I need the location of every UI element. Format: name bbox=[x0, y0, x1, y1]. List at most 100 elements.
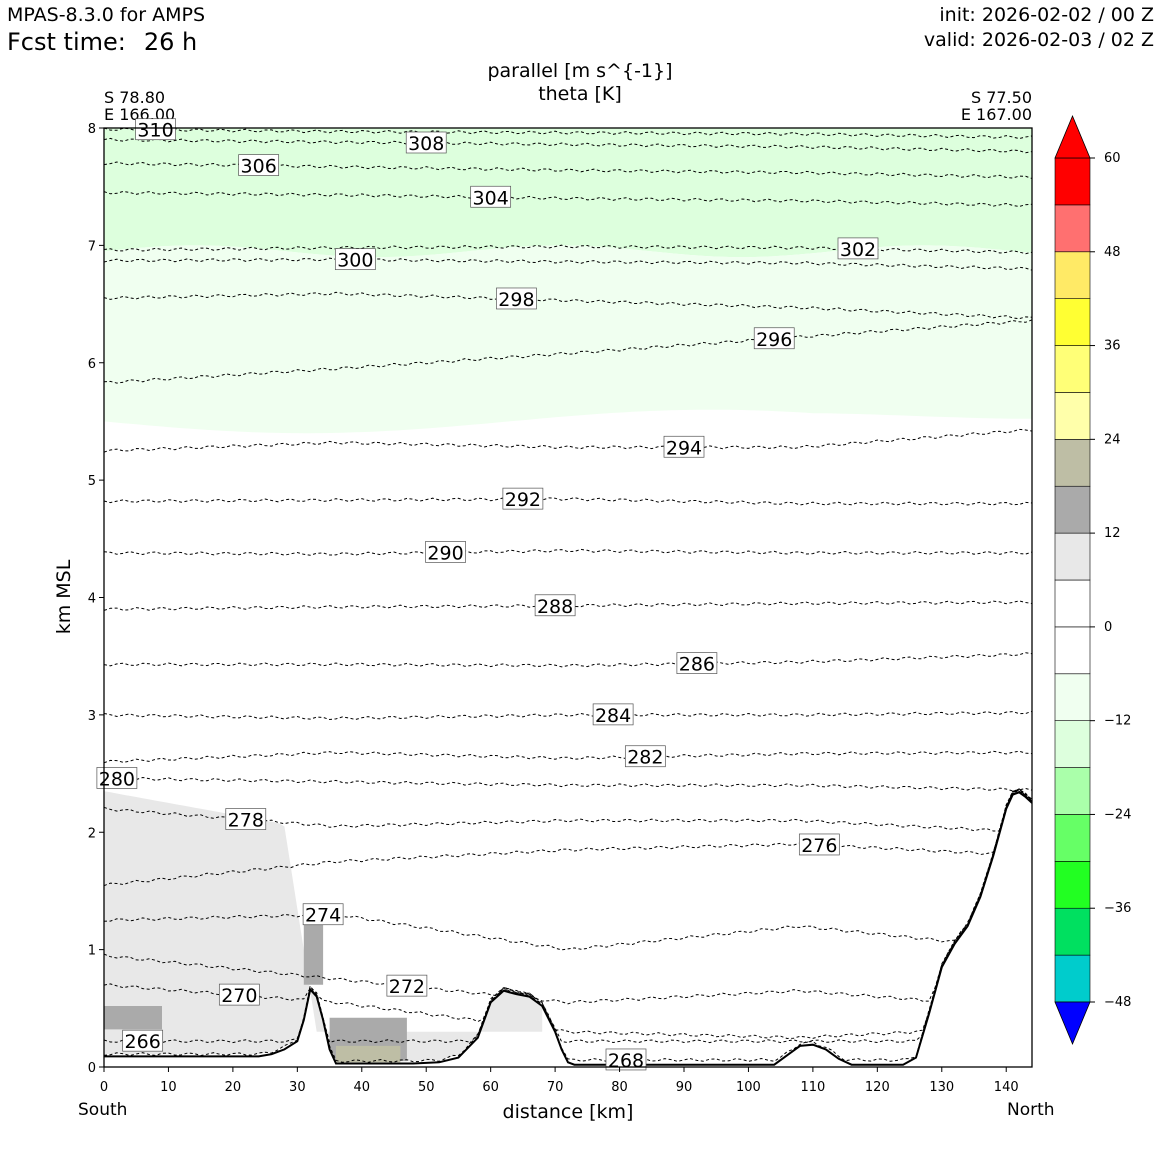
theta-label-box-310 bbox=[135, 118, 176, 141]
theta-label-box-270 bbox=[218, 983, 260, 1006]
theta-label-box-292 bbox=[502, 487, 544, 510]
y-tick-label-1: 1 bbox=[88, 944, 96, 959]
y-axis: 0 1 2 3 4 5 6 7 8 bbox=[88, 122, 104, 1076]
colorbar-tick--24: −24 bbox=[1090, 807, 1131, 822]
theta-label-box-290 bbox=[425, 541, 466, 563]
x-tick-90: 90 bbox=[676, 1067, 693, 1095]
theta-label-text-276: 276 bbox=[801, 835, 837, 857]
colorbar-segment-6 bbox=[1054, 532, 1091, 581]
theta-label-268: 268 bbox=[605, 1048, 647, 1072]
theta-label-text-284: 284 bbox=[595, 705, 631, 727]
x-tick-label-90: 90 bbox=[676, 1080, 693, 1095]
x-tick-130: 130 bbox=[929, 1067, 954, 1095]
theta-label-290: 290 bbox=[425, 541, 466, 564]
theta-label-text-290: 290 bbox=[427, 542, 463, 564]
shade-band-mid bbox=[104, 245, 1032, 434]
colorbar-segment-30 bbox=[1054, 345, 1091, 393]
theta-label-box-296 bbox=[753, 327, 795, 350]
theta-label-box-278 bbox=[225, 808, 267, 830]
theta-contour-290 bbox=[104, 548, 1032, 556]
theta-label-box-302 bbox=[837, 237, 879, 260]
x-tick-100: 100 bbox=[736, 1067, 761, 1095]
left-endpoint-lat: S 78.80 bbox=[104, 88, 166, 107]
theta-label-text-274: 274 bbox=[305, 905, 341, 927]
theta-label-286: 286 bbox=[676, 652, 718, 676]
theta-contour-282 bbox=[104, 750, 1032, 764]
y-tick-label-2: 2 bbox=[88, 826, 96, 841]
colorbar-segment-48 bbox=[1054, 204, 1091, 253]
theta-label-box-266 bbox=[122, 1029, 164, 1052]
y-tick-label-4: 4 bbox=[88, 592, 96, 607]
right-endpoint-lat: S 77.50 bbox=[970, 88, 1032, 107]
x-tick-40: 40 bbox=[354, 1067, 370, 1095]
forecast-time-label: Fcst time: bbox=[7, 28, 126, 56]
theta-contour-310 bbox=[104, 128, 1032, 140]
theta-label-text-302: 302 bbox=[840, 239, 876, 261]
theta-label-box-286 bbox=[676, 652, 718, 674]
colorbar-tick-12: 12 bbox=[1090, 526, 1121, 541]
theta-label-text-304: 304 bbox=[473, 187, 509, 209]
right-endpoint-lon: E 167.00 bbox=[960, 105, 1032, 124]
x-tick-140: 140 bbox=[994, 1067, 1019, 1095]
theta-label-text-286: 286 bbox=[679, 654, 715, 676]
theta-label-box-308 bbox=[405, 131, 447, 154]
theta-label-text-282: 282 bbox=[627, 747, 663, 769]
x-tick-30: 30 bbox=[289, 1067, 306, 1095]
x-tick-label-130: 130 bbox=[929, 1080, 954, 1095]
theta-label-288: 288 bbox=[534, 594, 576, 618]
y-tick-label-7: 7 bbox=[88, 239, 96, 254]
theta-label-text-272: 272 bbox=[389, 976, 425, 998]
theta-contour-306 bbox=[104, 161, 1032, 179]
colorbar-segment-36 bbox=[1054, 298, 1091, 346]
colorbar-segment-42 bbox=[1054, 251, 1091, 299]
theta-label-box-268 bbox=[605, 1048, 647, 1071]
theta-label-box-294 bbox=[663, 435, 705, 458]
colorbar-tick-0: 0 bbox=[1090, 620, 1112, 635]
terrain-line bbox=[104, 791, 1032, 1066]
theta-label-300: 300 bbox=[334, 248, 376, 272]
forecast-time: Fcst time: 26 h bbox=[7, 28, 197, 56]
x-tick-label-10: 10 bbox=[160, 1080, 177, 1095]
theta-contour-308 bbox=[104, 137, 1032, 154]
x-tick-60: 60 bbox=[482, 1067, 499, 1095]
colorbar-extend-low bbox=[1054, 1001, 1091, 1046]
theta-label-302: 302 bbox=[837, 237, 879, 261]
x-tick-10: 10 bbox=[160, 1067, 177, 1095]
colorbar-tick-label--48: −48 bbox=[1104, 995, 1131, 1010]
shade-pocket-floor bbox=[336, 1045, 401, 1063]
theta-contour-268 bbox=[104, 788, 1032, 1063]
theta-label-box-300 bbox=[334, 248, 376, 271]
theta-label-text-296: 296 bbox=[756, 329, 792, 351]
theta-label-box-274 bbox=[302, 903, 344, 926]
x-tick-label-110: 110 bbox=[800, 1080, 825, 1095]
y-tick-label-0: 0 bbox=[88, 1061, 96, 1076]
terrain-profile bbox=[104, 791, 1032, 1066]
shade-pocket-south bbox=[104, 1006, 162, 1030]
colorbar-tick-36: 36 bbox=[1090, 339, 1121, 354]
theta-label-308: 308 bbox=[405, 131, 447, 155]
colorbar-segment-54 bbox=[1054, 157, 1091, 206]
theta-label-282: 282 bbox=[624, 745, 666, 769]
x-tick-0: 0 bbox=[100, 1067, 108, 1095]
theta-label-284: 284 bbox=[592, 703, 634, 727]
theta-contour-304 bbox=[104, 190, 1032, 208]
shade-band-upper bbox=[104, 128, 1032, 258]
y-tick-label-6: 6 bbox=[88, 357, 96, 372]
y-axis-label: km MSL bbox=[53, 559, 75, 634]
theta-contour-288 bbox=[104, 600, 1032, 611]
x-tick-label-70: 70 bbox=[547, 1080, 564, 1095]
colorbar-tick--12: −12 bbox=[1090, 714, 1131, 729]
init-time: init: 2026-02-02 / 00 Z bbox=[939, 4, 1154, 26]
theta-contour-294 bbox=[104, 428, 1032, 453]
theta-label-box-282 bbox=[624, 745, 666, 768]
theta-label-text-268: 268 bbox=[608, 1050, 644, 1072]
theta-label-310: 310 bbox=[135, 118, 176, 142]
theta-label-box-288 bbox=[534, 594, 576, 617]
x-tick-label-80: 80 bbox=[611, 1080, 628, 1095]
x-tick-70: 70 bbox=[547, 1067, 564, 1095]
colorbar-segment--24 bbox=[1054, 767, 1091, 815]
colorbar-segment--36 bbox=[1054, 861, 1091, 909]
theta-label-266: 266 bbox=[122, 1029, 164, 1053]
y-tick-label-8: 8 bbox=[88, 122, 96, 137]
